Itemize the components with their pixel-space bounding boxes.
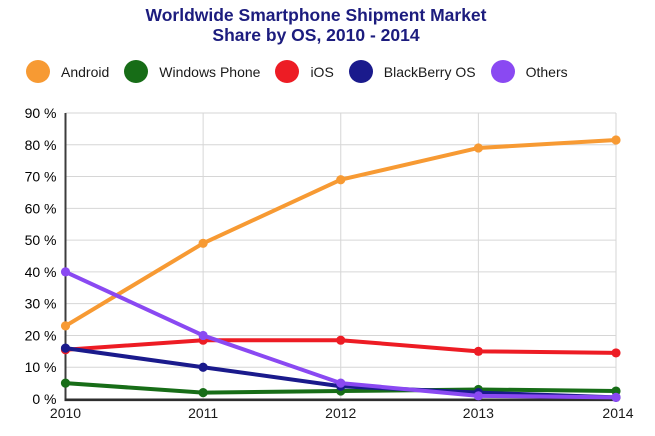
x-tick-label: 2013 [463,405,494,421]
point-android-2013 [473,143,483,153]
point-ios-2012 [336,335,346,345]
legend-label-others: Others [525,63,568,80]
blackberry-os-swatch-icon [348,60,373,83]
y-tick-label: 30 % [25,296,57,312]
series-android [60,135,621,331]
y-tick-label: 40 % [25,264,57,280]
y-tick-label: 60 % [25,200,57,216]
point-windows-phone-2010 [60,378,71,388]
point-others-2014 [611,392,621,403]
point-blackberry-os-2010 [60,343,71,353]
x-axis-labels: 2010 2011 2012 2013 2014 [50,405,634,421]
point-android-2014 [611,135,621,145]
legend-item-android: Android [26,60,109,83]
point-blackberry-os-2011 [198,362,208,372]
y-tick-label: 20 % [25,327,57,343]
legend-item-windows-phone: Windows Phone [124,60,260,83]
x-tick-label: 2012 [325,405,356,421]
point-windows-phone-2014 [611,386,621,396]
legend-item-others: Others [490,60,568,83]
y-tick-label: 0 % [32,391,56,407]
series-others [60,267,621,403]
legend-item-blackberry-os: BlackBerry OS [348,60,476,83]
y-axis-labels: 0 % 10 % 20 % 30 % 40 % 50 % 60 % 70 % 80 % 90 % [25,105,57,407]
others-swatch-icon [490,60,515,83]
ios-swatch-icon [275,60,300,83]
gridlines [65,112,617,399]
point-others-2011 [198,330,208,341]
chart-title-line2: Share by OS, 2010 - 2014 [212,24,420,45]
chart-legend: Android Windows Phone iOS BlackBerry OS … [26,60,568,83]
point-ios-2014 [611,348,621,358]
chart-title-line1: Worldwide Smartphone Shipment Market [145,5,487,25]
android-swatch-icon [26,60,50,83]
y-tick-label: 90 % [25,105,57,121]
x-tick-label: 2014 [602,405,633,421]
point-others-2013 [473,391,483,401]
point-ios-2013 [473,346,483,356]
legend-label-blackberry-os: BlackBerry OS [383,63,476,80]
point-android-2010 [60,321,71,331]
point-others-2012 [336,378,346,388]
y-tick-label: 80 % [25,137,57,153]
x-tick-label: 2011 [188,405,218,421]
legend-label-windows-phone: Windows Phone [159,63,261,80]
point-android-2012 [336,175,346,185]
point-others-2010 [60,267,71,277]
point-android-2011 [198,238,208,248]
y-tick-label: 70 % [25,169,57,185]
legend-item-ios: iOS [275,60,334,83]
y-tick-label: 10 % [25,359,57,375]
legend-label-ios: iOS [310,63,334,80]
series-ios [60,335,621,358]
y-tick-label: 50 % [25,232,57,248]
legend-label-android: Android [61,63,110,80]
x-tick-label: 2010 [50,405,81,421]
point-windows-phone-2011 [198,388,208,398]
chart-title: Worldwide Smartphone Shipment Market Sha… [0,5,632,45]
windows-phone-swatch-icon [124,60,149,83]
